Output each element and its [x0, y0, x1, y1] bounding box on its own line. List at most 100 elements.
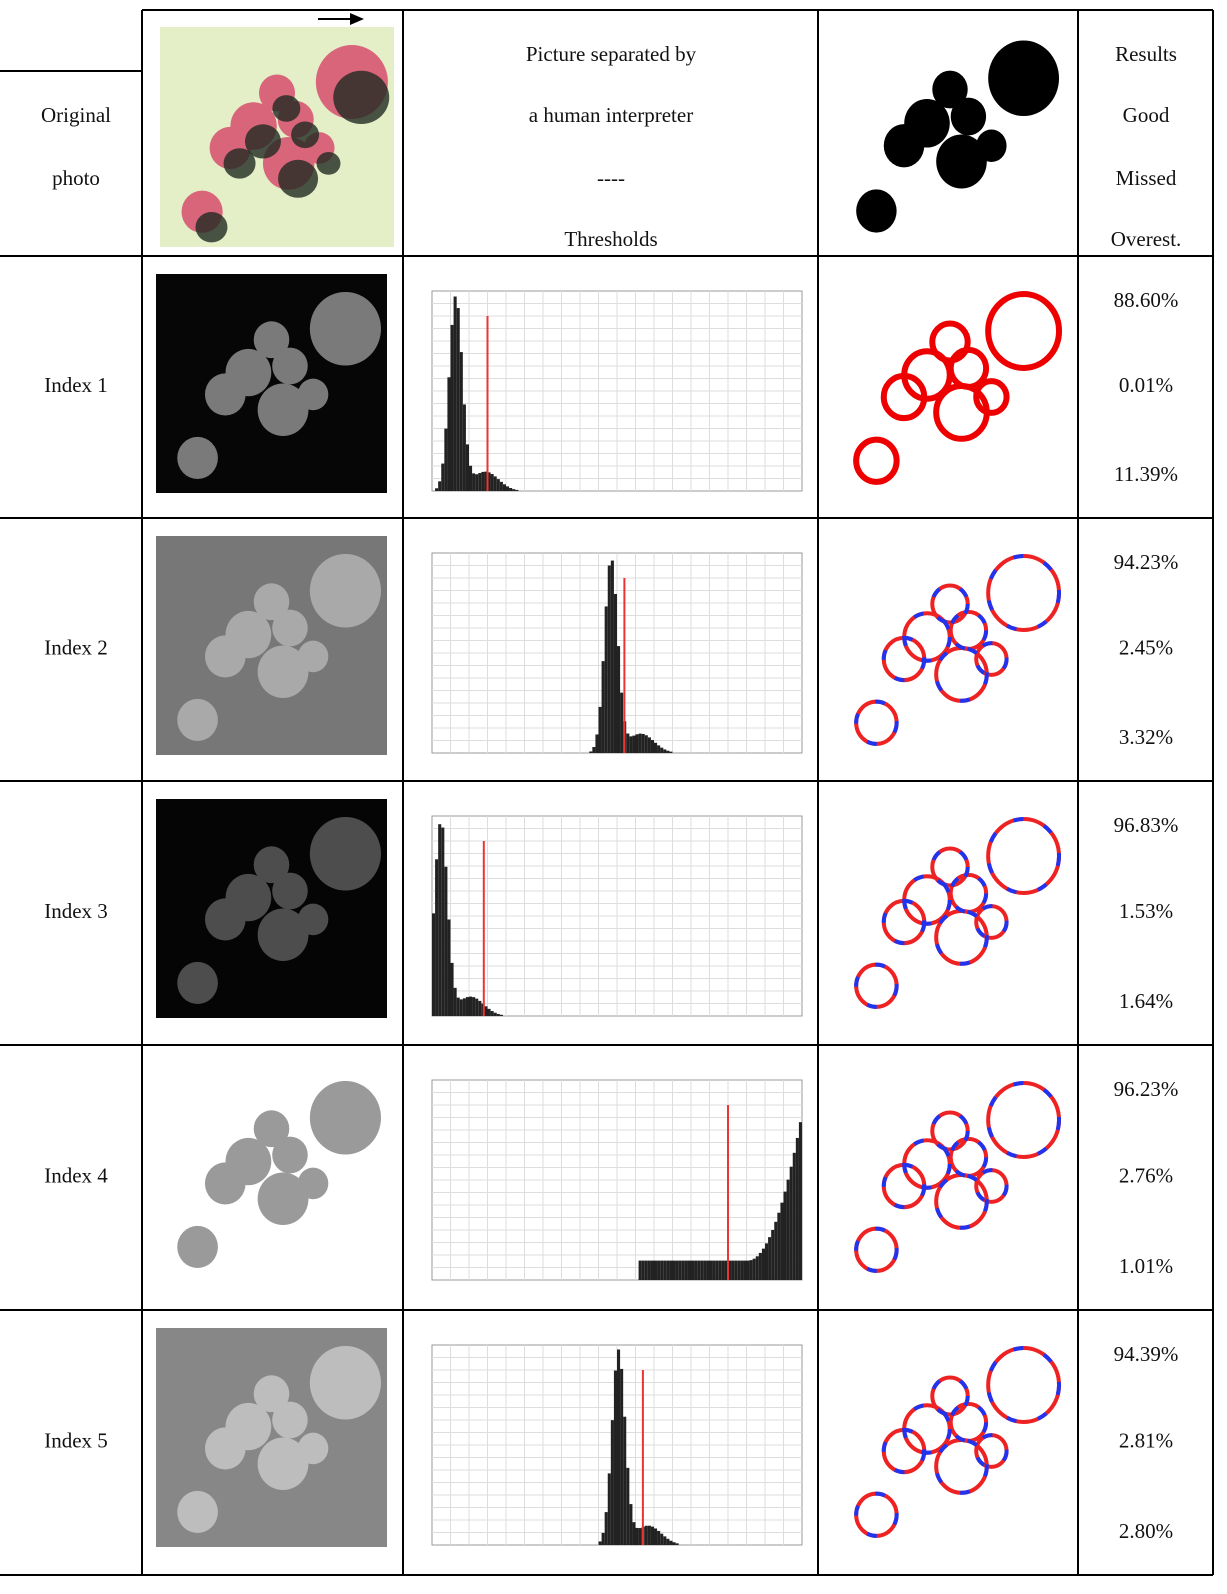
image-shadow — [244, 124, 281, 159]
histogram-bar — [663, 1536, 667, 1545]
image-outline — [854, 699, 899, 746]
image-blob — [297, 378, 329, 411]
histogram-bar — [450, 962, 454, 1016]
histogram-bar — [493, 1012, 497, 1016]
image-blob — [272, 1401, 308, 1439]
histogram-bar — [644, 735, 648, 753]
histogram-bar — [684, 1260, 688, 1280]
image-blob — [177, 1490, 218, 1533]
result-value: 2.76% — [1119, 1163, 1173, 1187]
histogram-bar — [601, 1532, 605, 1545]
histogram-bar — [453, 296, 457, 491]
image-blob — [177, 1225, 218, 1268]
result-value: 1.01% — [1119, 1254, 1173, 1278]
image-blob — [309, 816, 381, 891]
histogram-bar — [666, 1538, 670, 1545]
image-shadow — [333, 70, 390, 124]
histogram-bar — [638, 733, 642, 753]
header-text: Results — [1115, 42, 1177, 66]
image-outline — [934, 909, 989, 966]
image-blob — [257, 1437, 309, 1491]
image-blob — [204, 373, 246, 416]
histogram-bar — [660, 747, 664, 753]
histogram-bar — [604, 606, 608, 753]
header-text: Thresholds — [564, 227, 657, 251]
image-blob — [272, 872, 308, 910]
image-outline — [986, 554, 1062, 632]
histogram-bar — [598, 706, 602, 753]
image-outline — [974, 904, 1009, 940]
image-blob — [853, 436, 900, 485]
header-text: Overest. — [1111, 227, 1182, 251]
header-text: ---- — [597, 166, 625, 190]
histogram-bar — [657, 1260, 661, 1280]
histogram-bar — [666, 750, 670, 753]
histogram-bar — [620, 1368, 624, 1545]
histogram-bar — [509, 488, 513, 491]
table-rules — [0, 9, 1214, 1576]
histogram-bar — [650, 740, 654, 753]
histogram-bar — [647, 737, 651, 753]
image-shadow — [272, 95, 301, 122]
histogram-bar — [783, 1191, 787, 1280]
histogram-bar — [675, 1260, 679, 1280]
histogram-bar — [737, 1260, 741, 1280]
image-bg — [835, 538, 1065, 758]
histogram-bar — [613, 1370, 617, 1545]
image — [835, 1330, 1065, 1550]
histogram-bar — [472, 997, 476, 1016]
histogram-bar — [592, 747, 596, 753]
histogram-bar — [441, 827, 445, 1016]
image-outline — [881, 1427, 927, 1475]
histogram-bar — [496, 1013, 500, 1016]
image — [156, 536, 387, 755]
histogram-bar — [675, 1543, 679, 1545]
histogram-bar — [456, 997, 460, 1016]
histogram-bar — [798, 1122, 802, 1280]
image-outline — [974, 1168, 1009, 1204]
image-blob — [880, 372, 928, 422]
histogram-bar — [731, 1260, 735, 1280]
histogram-bar — [441, 463, 445, 491]
image-outline — [948, 1401, 989, 1443]
image-blob — [257, 383, 309, 437]
image-outline — [986, 1346, 1062, 1424]
image — [835, 22, 1065, 247]
histogram-bar — [465, 997, 469, 1016]
histogram-bar — [650, 1526, 654, 1545]
histogram-bar — [641, 733, 645, 753]
image-blob — [253, 1375, 290, 1413]
histogram-bar — [502, 484, 506, 491]
result-value: 1.64% — [1119, 989, 1173, 1013]
histogram-bar — [475, 474, 479, 491]
histogram-bar — [435, 488, 439, 491]
histogram-bar — [792, 1152, 796, 1280]
image-outline — [934, 646, 989, 703]
histogram-bar — [490, 474, 494, 491]
histogram-bar — [447, 919, 451, 1016]
histogram-bar — [484, 471, 488, 491]
histogram-bar — [687, 1260, 691, 1280]
header-text: photo — [52, 166, 100, 190]
image-shadow — [223, 148, 256, 179]
histogram-bar — [438, 481, 442, 491]
histogram-bar — [610, 1420, 614, 1545]
histogram-bar — [765, 1243, 769, 1280]
histogram-bar — [669, 1260, 673, 1280]
histogram-bar — [752, 1258, 756, 1280]
histogram-bar — [709, 1260, 713, 1280]
histogram-bar — [681, 1260, 685, 1280]
image-outline — [930, 1110, 970, 1152]
histogram-image — [431, 1079, 803, 1281]
histogram-bar — [657, 745, 661, 753]
image-blob — [309, 1080, 381, 1155]
histogram-bar — [493, 476, 497, 491]
histogram-bar — [632, 1522, 636, 1545]
histogram-bar — [635, 1527, 639, 1545]
histogram-bar — [601, 661, 605, 753]
image — [156, 799, 387, 1018]
histogram-bar — [478, 473, 482, 491]
histogram-bar — [499, 481, 503, 491]
image-blob — [856, 189, 897, 233]
